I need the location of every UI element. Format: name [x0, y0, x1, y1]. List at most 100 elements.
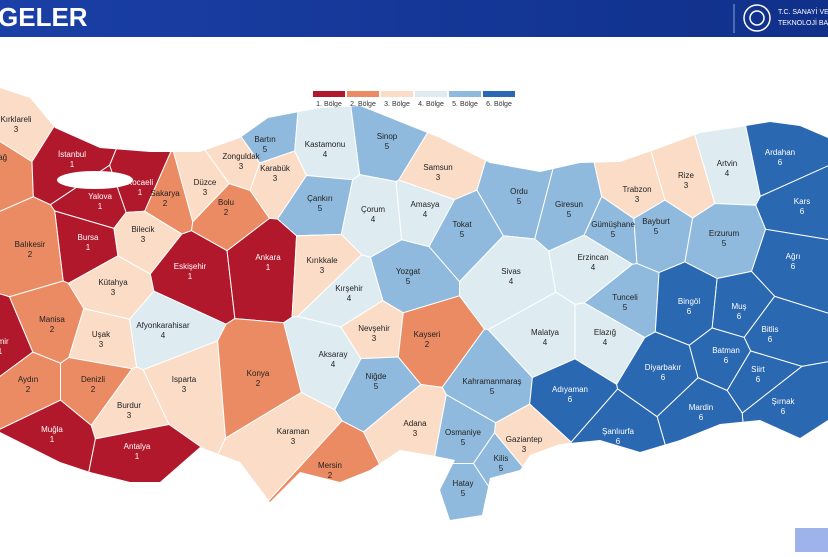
province-region: 2 — [425, 340, 430, 349]
province-region: 3 — [372, 334, 377, 343]
province-region: 1 — [138, 188, 143, 197]
province-name: Nevşehir — [358, 324, 390, 333]
province-name: Konya — [247, 369, 270, 378]
province-region: 2 — [50, 325, 55, 334]
province-name: Sivas — [501, 267, 521, 276]
province-region: 4 — [509, 277, 514, 286]
province-region: 5 — [499, 464, 504, 473]
province-region: 6 — [687, 307, 692, 316]
ministry-logo — [743, 4, 771, 32]
province-region: 4 — [161, 331, 166, 340]
province-region: 3 — [522, 445, 527, 454]
province-name: Kırşehir — [335, 284, 363, 293]
province-region: 3 — [239, 162, 244, 171]
province-region: 1 — [135, 452, 140, 461]
province-region: 5 — [654, 227, 659, 236]
province-name: Elazığ — [594, 328, 616, 337]
province-region: 1 — [0, 347, 3, 356]
province-region: 5 — [461, 489, 466, 498]
province-region: 6 — [768, 335, 773, 344]
province-region: 5 — [406, 277, 411, 286]
province-name: Kocaeli — [127, 178, 153, 187]
province-name: Kırklareli — [0, 115, 31, 124]
province-name: Uşak — [92, 330, 111, 339]
province-name: Kastamonu — [305, 140, 345, 149]
province-name: Karabük — [260, 164, 291, 173]
province-name: Rize — [678, 171, 695, 180]
province-name: Denizli — [81, 375, 105, 384]
province-name: Artvin — [717, 159, 737, 168]
province-name: Zonguldak — [222, 152, 260, 161]
corner-tab — [795, 528, 828, 552]
province-name: Ağrı — [786, 252, 801, 261]
province-name: Ordu — [510, 187, 528, 196]
province-region: 4 — [423, 210, 428, 219]
province-name: Ankara — [255, 253, 281, 262]
ministry-logo-inner — [749, 10, 765, 26]
legend-swatch — [313, 91, 345, 97]
province-region: 3 — [684, 181, 689, 190]
province-region: 3 — [182, 385, 187, 394]
province-name: Bayburt — [642, 217, 670, 226]
province-name: Amasya — [411, 200, 440, 209]
province-region: 2 — [224, 208, 229, 217]
province-name: İstanbul — [58, 150, 86, 159]
province-name: Tunceli — [612, 293, 638, 302]
province-region: 2 — [28, 250, 33, 259]
province-name: Balıkesir — [15, 240, 46, 249]
province-name: Samsun — [423, 163, 452, 172]
province-name: Düzce — [194, 178, 217, 187]
province-name: Tekirdağ — [0, 153, 7, 162]
ministry-name: TEKNOLOJİ BAK — [778, 18, 828, 27]
province-region: 3 — [291, 437, 296, 446]
province-name: Aydın — [18, 375, 38, 384]
province-region: 6 — [699, 413, 704, 422]
province-region: 6 — [791, 262, 796, 271]
province-region: 2 — [328, 471, 333, 480]
province-region: 5 — [460, 230, 465, 239]
province-region: 5 — [385, 142, 390, 151]
province-name: Şırnak — [771, 397, 795, 406]
province-name: Çankırı — [307, 194, 333, 203]
province-name: Adana — [403, 419, 427, 428]
province-name: Sakarya — [150, 189, 180, 198]
province-region: 4 — [371, 215, 376, 224]
province-name: Kütahya — [98, 278, 128, 287]
province-region: 1 — [70, 160, 75, 169]
province-region: 4 — [603, 338, 608, 347]
ministry-name: T.C. SANAYİ VE — [778, 7, 828, 16]
legend-label: 4. Bölge — [418, 101, 444, 108]
province-region: 3 — [436, 173, 441, 182]
province-region: 5 — [490, 387, 495, 396]
province-name: Malatya — [531, 328, 560, 337]
province-name: Sinop — [377, 132, 398, 141]
province-name: Kayseri — [414, 330, 441, 339]
province-region: 6 — [724, 356, 729, 365]
province-region: 2 — [26, 385, 31, 394]
province-name: Eskişehir — [174, 262, 207, 271]
province-region: 4 — [347, 294, 352, 303]
province-region: 5 — [623, 303, 628, 312]
province-region: 3 — [635, 195, 640, 204]
province-name: Batman — [712, 346, 740, 355]
province-name: Adıyaman — [552, 385, 588, 394]
province-region: 3 — [99, 340, 104, 349]
province-name: Burdur — [117, 401, 141, 410]
legend-label: 5. Bölge — [452, 101, 478, 108]
province-region: 3 — [111, 288, 116, 297]
province-region: 6 — [800, 207, 805, 216]
legend-label: 6. Bölge — [486, 101, 512, 108]
province-name: İzmir — [0, 337, 9, 346]
province — [294, 88, 361, 181]
province-name: Bartın — [254, 135, 275, 144]
province-name: Tokat — [452, 220, 472, 229]
province-name: Yozgat — [396, 267, 421, 276]
province-region: 5 — [263, 145, 268, 154]
province-region: 1 — [98, 202, 103, 211]
province-name: Trabzon — [622, 185, 651, 194]
header-bar — [0, 0, 828, 37]
province-region: 4 — [331, 360, 336, 369]
province-region: 1 — [86, 243, 91, 252]
province-region: 5 — [461, 438, 466, 447]
province-region: 3 — [14, 125, 19, 134]
